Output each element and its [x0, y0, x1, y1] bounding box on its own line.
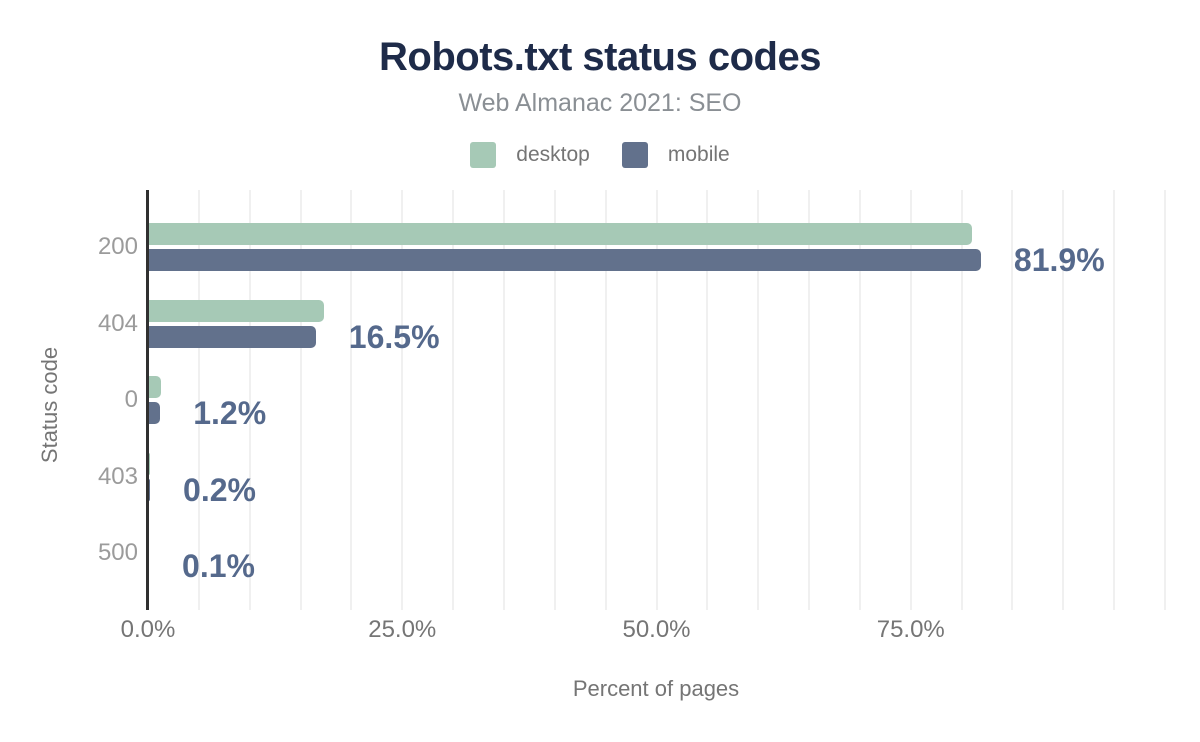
legend-label-mobile: mobile [667, 143, 730, 166]
gridline [553, 190, 556, 610]
bar-mobile-404[interactable] [148, 325, 316, 348]
gridline [452, 190, 455, 610]
category-label: 404 [97, 309, 138, 337]
gridline [960, 190, 963, 610]
category-label: 0 [124, 386, 138, 413]
bar-desktop-0[interactable] [148, 376, 162, 398]
gridline [808, 190, 811, 610]
bar-mobile-200[interactable] [148, 249, 981, 271]
gridline [1164, 190, 1166, 610]
data-label: 16.5% [348, 318, 440, 355]
x-tick-label: 25.0% [368, 616, 437, 643]
gridline [248, 190, 251, 610]
x-tick-label: 50.0% [622, 616, 691, 643]
x-tick-label: 75.0% [876, 616, 945, 643]
gridline [858, 190, 861, 610]
x-axis-title: Percent of pages [572, 676, 740, 701]
gridline [299, 190, 302, 610]
bar-desktop-404[interactable] [148, 299, 324, 322]
data-label: 1.2% [193, 395, 267, 431]
gridline [1113, 190, 1116, 610]
gridline [1062, 190, 1065, 610]
legend-item-desktop[interactable]: desktop [470, 142, 590, 168]
chart-title: Robots.txt status codes [379, 35, 821, 79]
mobile-swatch-icon [621, 142, 648, 168]
chart-subtitle: Web Almanac 2021: SEO [458, 89, 742, 117]
gridline [604, 190, 607, 610]
bar-mobile-403[interactable] [148, 478, 151, 501]
data-label: 0.2% [183, 471, 256, 508]
gridline [401, 190, 404, 610]
legend-label-desktop: desktop [516, 143, 590, 166]
bar-mobile-0[interactable] [148, 402, 161, 424]
legend: desktop mobile [0, 141, 1200, 169]
gridline [502, 190, 505, 610]
bar-desktop-200[interactable] [148, 223, 972, 245]
x-tick-label: 0.0% [120, 616, 176, 643]
gridline [197, 190, 200, 610]
category-label: 200 [97, 233, 138, 260]
gridline [706, 190, 709, 610]
legend-item-mobile[interactable]: mobile [621, 142, 730, 168]
gridline [1011, 190, 1014, 610]
bar-desktop-403[interactable] [148, 452, 151, 475]
desktop-swatch-icon [470, 142, 497, 168]
y-axis-line [146, 190, 149, 610]
category-label: 500 [97, 539, 138, 566]
gridline [350, 190, 353, 610]
gridline [757, 190, 760, 610]
gridline [909, 190, 912, 610]
data-label: 0.1% [182, 548, 255, 584]
data-label: 81.9% [1013, 242, 1105, 278]
gridline [655, 190, 658, 610]
category-label: 403 [97, 462, 138, 490]
